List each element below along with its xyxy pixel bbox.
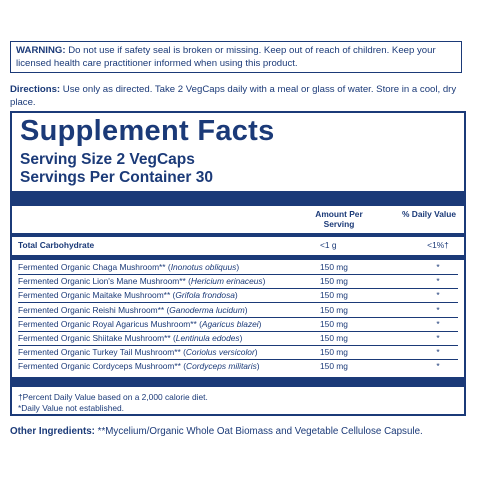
other-ingredients: Other Ingredients: **Mycelium/Organic Wh… [10, 426, 423, 437]
directions-label: Directions: [10, 84, 61, 95]
ingredient-dv: * [436, 276, 440, 287]
supplement-facts-panel: Supplement Facts Serving Size 2 VegCaps … [10, 111, 466, 416]
ingredient-amount: 150 mg [320, 347, 348, 358]
ingredient-dv: * [436, 304, 440, 315]
row-divider [18, 359, 458, 361]
row-divider [18, 316, 458, 318]
ingredient-dv: * [436, 333, 440, 343]
row-divider [18, 345, 458, 346]
ingredient-latin-name: Coriolus versicolor [185, 347, 255, 358]
ingredient-dv: * [436, 361, 440, 372]
header-divider [12, 233, 464, 237]
ingredient-dv: * [436, 290, 440, 301]
ingredient-name: Fermented Organic Shiitake Mushroom** (L… [18, 333, 243, 343]
ingredient-name: Fermented Organic Chaga Mushroom** (Inon… [18, 262, 240, 272]
ingredient-name: Fermented Organic Turkey Tail Mushroom**… [18, 347, 258, 358]
ingredient-dv: * [436, 347, 440, 358]
facts-title: Supplement Facts [20, 115, 275, 147]
ingredient-row: Fermented Organic Turkey Tail Mushroom**… [18, 346, 458, 358]
ingredient-row: Fermented Organic Maitake Mushroom** (Gr… [18, 289, 458, 301]
ingredient-amount: 150 mg [320, 276, 348, 287]
ingredient-row: Fermented Organic Shiitake Mushroom** (L… [18, 332, 458, 344]
ingredient-latin-name: Grifola frondosa [175, 290, 235, 301]
servings-per-container: Servings Per Container 30 [20, 169, 213, 186]
row-divider [18, 330, 458, 332]
ingredient-name: Fermented Organic Lion's Mane Mushroom**… [18, 276, 266, 287]
ingredient-latin-name: Agaricus blazei [201, 318, 259, 329]
ingredient-dv: * [436, 262, 440, 272]
ingredient-name: Fermented Organic Reishi Mushroom** (Gan… [18, 304, 248, 315]
ingredient-name: Fermented Organic Royal Agaricus Mushroo… [18, 318, 262, 329]
other-ingredients-text: **Mycelium/Organic Whole Oat Biomass and… [94, 426, 423, 437]
ingredient-amount: 150 mg [320, 304, 348, 315]
daily-value-header: % Daily Value [402, 209, 456, 219]
ingredient-latin-name: Lentinula edodes [175, 333, 240, 343]
ingredient-latin-name: Ganoderma lucidum [169, 304, 245, 315]
ingredient-dv: * [436, 318, 440, 329]
directions: Directions: Use only as directed. Take 2… [10, 84, 470, 109]
warning-box: WARNING: Do not use if safety seal is br… [10, 41, 462, 73]
ingredient-name: Fermented Organic Maitake Mushroom** (Gr… [18, 290, 238, 301]
ingredient-row: Fermented Organic Royal Agaricus Mushroo… [18, 318, 458, 330]
ingredient-row: Fermented Organic Lion's Mane Mushroom**… [18, 275, 458, 287]
ingredient-amount: 150 mg [320, 318, 348, 329]
row-divider [18, 288, 458, 290]
row-divider [18, 302, 458, 304]
ingredient-latin-name: Hericium erinaceus [190, 276, 263, 287]
carb-label: Total Carbohydrate [18, 240, 95, 250]
other-ingredients-label: Other Ingredients: [10, 426, 95, 437]
serving-size: Serving Size 2 VegCaps [20, 151, 195, 168]
ingredient-row: Fermented Organic Cordyceps Mushroom** (… [18, 360, 458, 372]
footnote-dv: †Percent Daily Value based on a 2,000 ca… [18, 392, 208, 402]
carb-divider [12, 255, 464, 260]
amount-per-serving-header: Amount Per Serving [315, 209, 363, 229]
footnote-not-established: *Daily Value not established. [18, 403, 124, 413]
ingredient-name: Fermented Organic Cordyceps Mushroom** (… [18, 361, 260, 372]
warning-text: Do not use if safety seal is broken or m… [16, 45, 436, 69]
ingredient-row: Fermented Organic Chaga Mushroom** (Inon… [18, 261, 458, 273]
directions-text: Use only as directed. Take 2 VegCaps dai… [10, 84, 457, 108]
ingredient-latin-name: Inonotus obliquus [170, 262, 237, 272]
carb-amount: <1 g [320, 240, 337, 250]
ingredient-latin-name: Cordyceps militaris [186, 361, 257, 372]
carb-dv: <1%† [427, 240, 449, 250]
ingredient-amount: 150 mg [320, 333, 348, 343]
thick-divider-top [12, 191, 464, 206]
warning-label: WARNING: [16, 45, 66, 56]
ingredient-amount: 150 mg [320, 262, 348, 272]
row-divider [18, 274, 458, 275]
ingredient-amount: 150 mg [320, 361, 348, 372]
thick-divider-bottom [12, 377, 464, 387]
total-carbohydrate-row: Total Carbohydrate <1 g <1%† [18, 239, 458, 251]
ingredient-amount: 150 mg [320, 290, 348, 301]
ingredient-row: Fermented Organic Reishi Mushroom** (Gan… [18, 304, 458, 316]
